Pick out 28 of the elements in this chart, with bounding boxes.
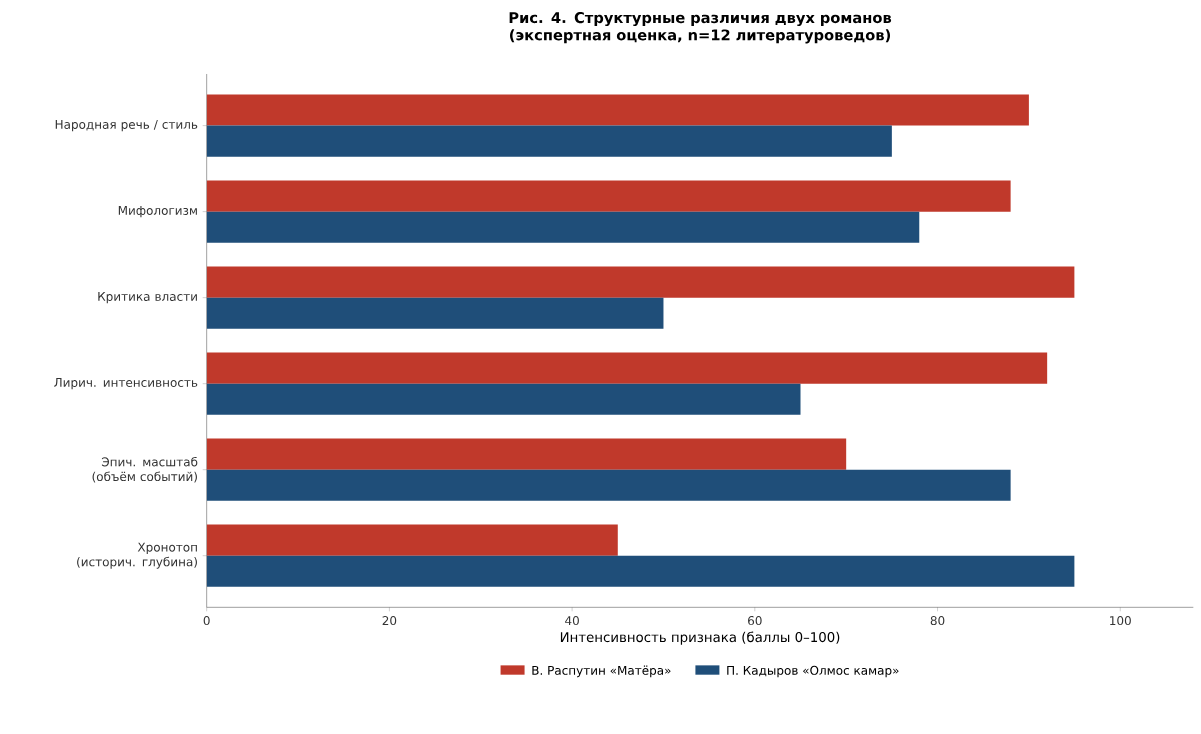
bar <box>206 180 1011 212</box>
chart-title: Рис. 4. Структурные различия двух романов (экспертная оценка, n=12 литературоведов) <box>509 12 892 44</box>
legend-label: П. Кадыров «Олмос камар» <box>727 665 899 678</box>
y-tick-label: Эпич. масштаб (объём событий) <box>92 456 198 483</box>
bar <box>206 211 920 243</box>
bar <box>206 94 1029 126</box>
x-tick-label: 60 <box>748 616 762 626</box>
legend-label: В. Распутин «Матёра» <box>532 665 671 678</box>
y-tick-label: Народная речь / стиль <box>55 119 198 132</box>
bar <box>206 524 618 556</box>
bar <box>206 383 801 415</box>
y-tick-label: Хронотоп (историч. глубина) <box>77 542 197 569</box>
y-tick-label: Критика власти <box>98 292 197 304</box>
bar <box>206 438 847 470</box>
bar <box>206 352 1048 384</box>
bar <box>206 555 1075 587</box>
x-axis-title: Интенсивность признака (баллы 0–100) <box>560 631 840 645</box>
x-tick-label: 0 <box>203 616 210 626</box>
x-tick-label: 20 <box>382 616 397 626</box>
x-tick-label: 100 <box>1110 616 1131 626</box>
bar <box>206 469 1011 501</box>
x-tick-label: 80 <box>930 616 945 626</box>
bar <box>206 297 664 329</box>
x-tick-label: 40 <box>565 616 579 626</box>
y-tick-label: Мифологизм <box>118 206 197 218</box>
y-tick-label: Лирич. интенсивность <box>54 378 198 390</box>
bar <box>206 125 892 157</box>
bar <box>206 266 1075 298</box>
